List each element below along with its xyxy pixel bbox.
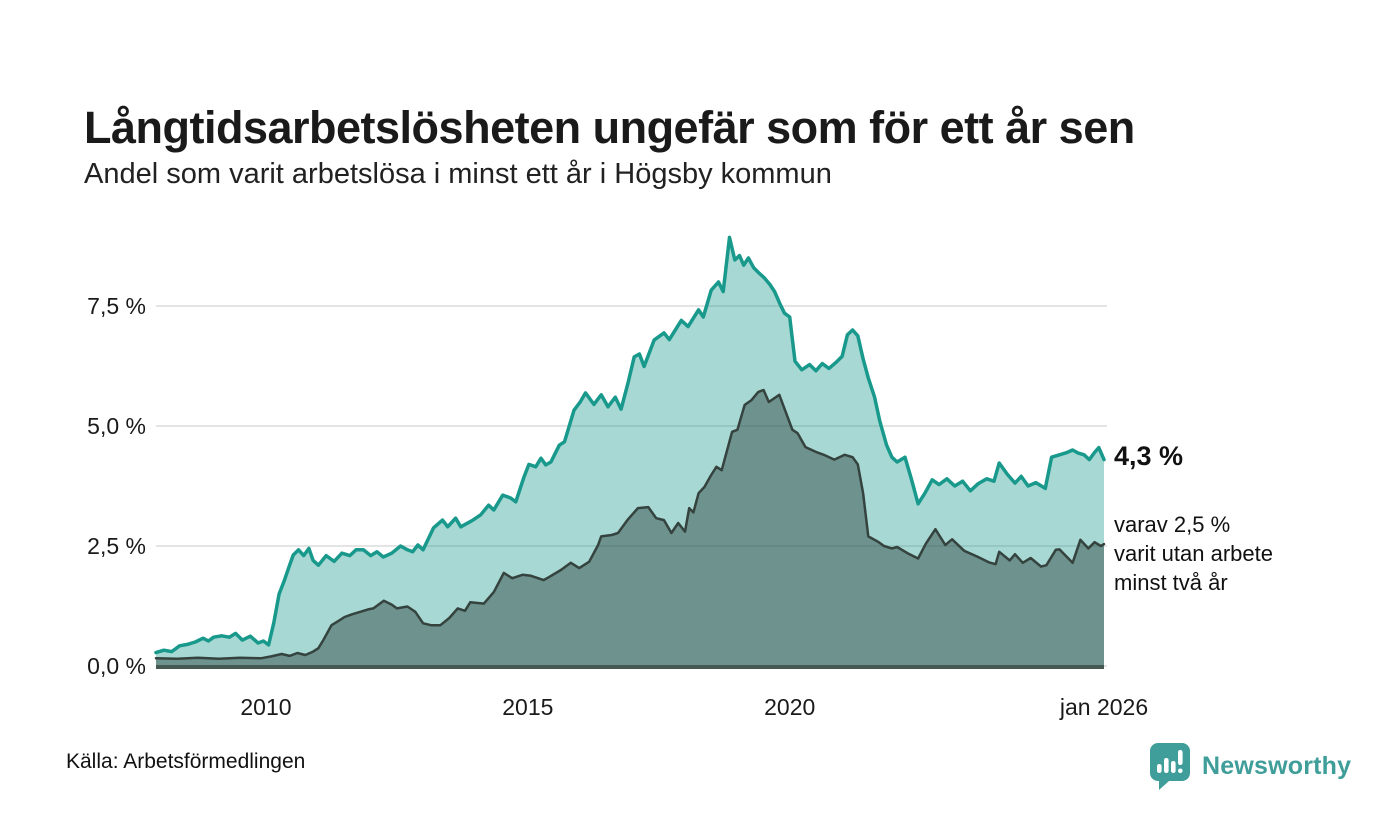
newsworthy-bubble-chart-icon [1150, 743, 1190, 790]
area-two-years [156, 390, 1104, 666]
x-tick-label: 2010 [240, 694, 292, 720]
x-tick-label: jan 2026 [1059, 694, 1149, 720]
y-tick-label: 0,0 % [87, 653, 146, 679]
area-one-year [156, 237, 1104, 666]
series-end-note-line: varav 2,5 % [1114, 512, 1231, 537]
series-end-note-line: varit utan arbete [1114, 541, 1273, 566]
line-two-years [154, 388, 1106, 661]
brand-logo: Newsworthy [1146, 741, 1351, 792]
page-title: Långtidsarbetslösheten ungefär som för e… [84, 102, 1135, 154]
brand-wordmark: Newsworthy [1202, 752, 1352, 780]
x-tick-label: 2015 [502, 694, 554, 720]
page-subtitle: Andel som varit arbetslösa i minst ett å… [84, 158, 832, 190]
line-one-year [154, 235, 1106, 655]
series-end-value-label: 4,3 % [1114, 441, 1184, 471]
source-note: Källa: Arbetsförmedlingen [66, 750, 306, 773]
y-tick-label: 7,5 % [87, 293, 146, 319]
y-tick-label: 2,5 % [87, 533, 146, 559]
y-tick-label: 5,0 % [87, 413, 146, 439]
series-end-note-line: minst två år [1114, 570, 1228, 595]
series-end-note: varav 2,5 % varit utan arbete minst två … [1114, 510, 1273, 597]
x-tick-label: 2020 [764, 694, 816, 720]
